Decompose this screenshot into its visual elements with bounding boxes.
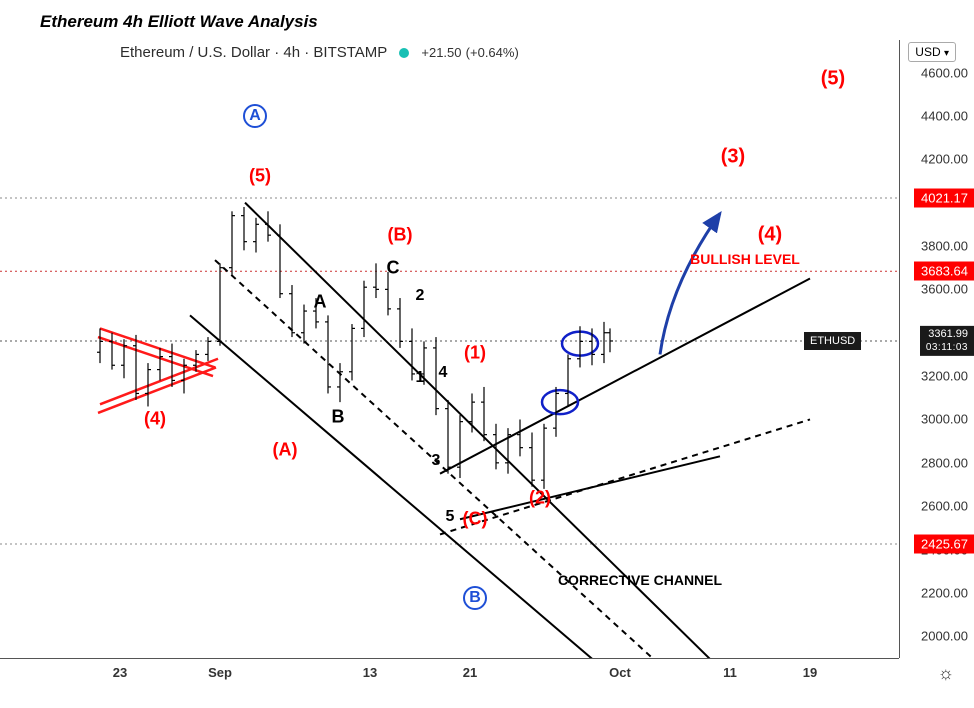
page-title: Ethereum 4h Elliott Wave Analysis: [40, 12, 318, 32]
wave-label: (B): [388, 225, 413, 246]
y-tick-label: 3000.00: [921, 412, 968, 427]
price-level-box: 3683.64: [914, 262, 974, 281]
price-level-box: 4021.17: [914, 189, 974, 208]
x-tick-label: Sep: [208, 665, 232, 680]
settings-gear-icon[interactable]: ☼: [938, 663, 955, 684]
wave-label: (4): [758, 224, 782, 247]
wave-label: (C): [463, 509, 488, 530]
wave-label: (5): [249, 165, 271, 186]
y-tick-label: 2000.00: [921, 629, 968, 644]
x-tick-label: 23: [113, 665, 127, 680]
wave-label: (1): [464, 343, 486, 364]
y-tick-label: 3600.00: [921, 282, 968, 297]
price-level-box: 2425.67: [914, 535, 974, 554]
text-annotation: BULLISH LEVEL: [690, 251, 800, 267]
wave-label: (2): [529, 487, 551, 508]
x-tick-label: 13: [363, 665, 377, 680]
chart-plot-area[interactable]: [0, 40, 899, 658]
wave-label: B: [332, 407, 345, 428]
wave-label: 3: [432, 452, 441, 470]
wave-label: B: [463, 586, 487, 610]
x-axis: 23 Sep 13 21 Oct 11 19: [0, 658, 899, 688]
wave-label: 4: [439, 364, 448, 382]
y-tick-label: 2200.00: [921, 585, 968, 600]
text-annotation: CORRECTIVE CHANNEL: [558, 572, 722, 588]
y-axis: 2000.002200.002400.002600.002800.003000.…: [899, 40, 974, 658]
wave-label: A: [243, 104, 267, 128]
x-tick-label: 21: [463, 665, 477, 680]
current-price-box: 3361.9903:11:03: [920, 326, 974, 356]
x-tick-label: 11: [723, 665, 737, 680]
y-tick-label: 2800.00: [921, 455, 968, 470]
wave-label: A: [314, 292, 327, 313]
y-tick-label: 4400.00: [921, 108, 968, 123]
wave-label: C: [387, 257, 400, 278]
wave-label: 5: [446, 508, 455, 526]
wave-label: 2: [416, 287, 425, 305]
symbol-badge: ETHUSD: [804, 332, 861, 350]
y-tick-label: 4200.00: [921, 152, 968, 167]
wave-label: (3): [721, 146, 745, 169]
y-tick-label: 3200.00: [921, 369, 968, 384]
y-tick-label: 3800.00: [921, 239, 968, 254]
wave-label: (A): [273, 439, 298, 460]
wave-label: (4): [144, 409, 166, 430]
x-tick-label: 19: [803, 665, 817, 680]
wave-label: 1: [416, 369, 425, 387]
chart-svg: [0, 40, 899, 658]
wave-label: (5): [821, 68, 845, 91]
x-tick-label: Oct: [609, 665, 631, 680]
y-tick-label: 2600.00: [921, 499, 968, 514]
y-tick-label: 4600.00: [921, 65, 968, 80]
